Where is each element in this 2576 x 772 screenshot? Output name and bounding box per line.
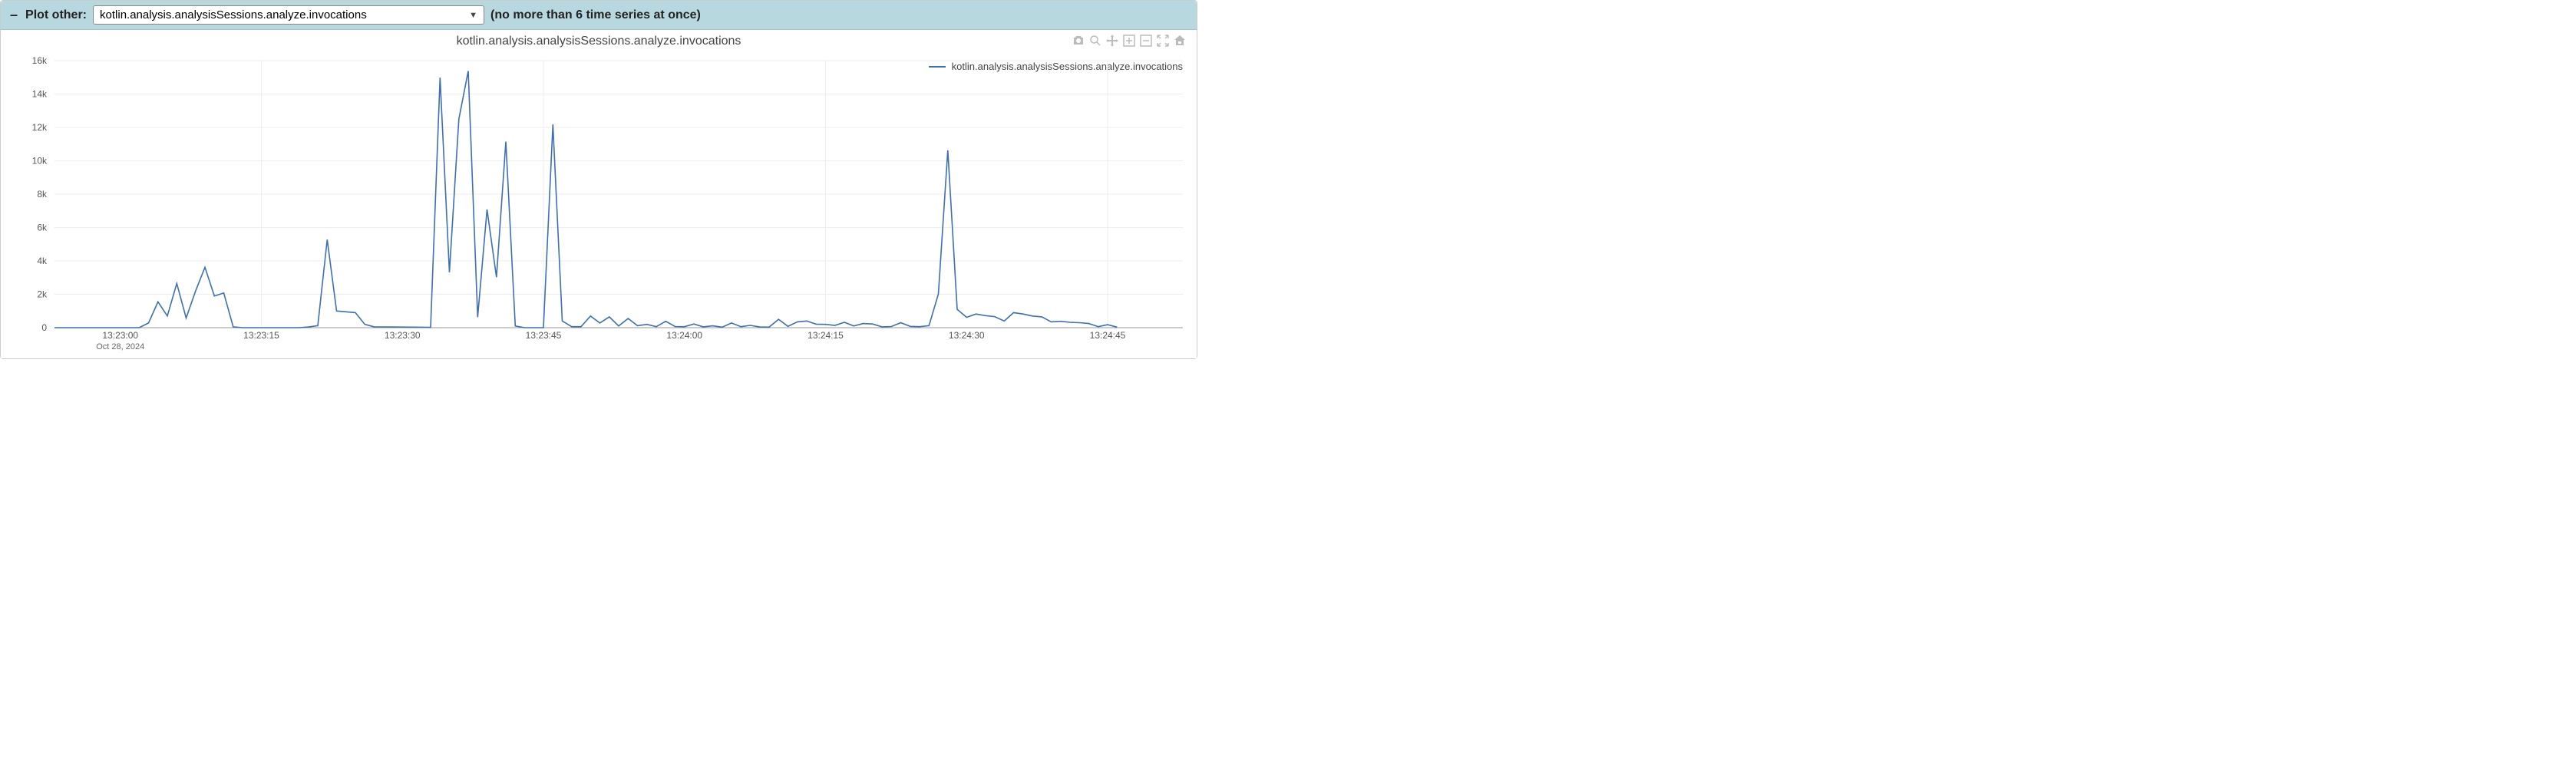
collapse-button[interactable]: – bbox=[8, 7, 19, 23]
svg-text:13:23:30: 13:23:30 bbox=[385, 330, 421, 341]
svg-text:13:24:45: 13:24:45 bbox=[1090, 330, 1126, 341]
zoom-icon[interactable] bbox=[1089, 35, 1101, 47]
svg-text:8k: 8k bbox=[37, 189, 48, 200]
svg-text:12k: 12k bbox=[32, 122, 48, 133]
svg-text:10k: 10k bbox=[32, 156, 48, 167]
metric-selected-text: kotlin.analysis.analysisSessions.analyze… bbox=[100, 8, 367, 21]
svg-text:2k: 2k bbox=[37, 289, 48, 300]
chevron-down-icon: ▼ bbox=[469, 11, 477, 20]
svg-text:Oct 28, 2024: Oct 28, 2024 bbox=[96, 342, 144, 351]
zoom-in-icon[interactable] bbox=[1123, 35, 1135, 47]
svg-text:13:23:00: 13:23:00 bbox=[102, 330, 138, 341]
svg-text:16k: 16k bbox=[32, 55, 48, 66]
plot-area[interactable]: 02k4k6k8k10k12k14k16k13:23:0013:23:1513:… bbox=[54, 56, 1183, 328]
chart-container: kotlin.analysis.analysisSessions.analyze… bbox=[1, 30, 1197, 358]
svg-text:13:23:45: 13:23:45 bbox=[526, 330, 562, 341]
svg-text:0: 0 bbox=[41, 322, 47, 333]
svg-text:14k: 14k bbox=[32, 89, 48, 100]
pan-icon[interactable] bbox=[1106, 35, 1118, 47]
svg-text:13:24:00: 13:24:00 bbox=[666, 330, 702, 341]
svg-text:13:24:30: 13:24:30 bbox=[949, 330, 985, 341]
svg-text:13:24:15: 13:24:15 bbox=[807, 330, 844, 341]
plot-other-label: Plot other: bbox=[25, 8, 87, 22]
svg-text:4k: 4k bbox=[37, 256, 48, 266]
autoscale-icon[interactable] bbox=[1157, 35, 1169, 47]
zoom-out-icon[interactable] bbox=[1140, 35, 1152, 47]
series-limit-hint: (no more than 6 time series at once) bbox=[490, 8, 701, 22]
svg-text:13:23:15: 13:23:15 bbox=[243, 330, 279, 341]
svg-text:6k: 6k bbox=[37, 223, 48, 233]
header-bar: – Plot other: kotlin.analysis.analysisSe… bbox=[1, 1, 1197, 30]
home-icon[interactable] bbox=[1174, 35, 1186, 47]
metric-dropdown[interactable]: kotlin.analysis.analysisSessions.analyze… bbox=[93, 5, 484, 25]
camera-icon[interactable] bbox=[1072, 35, 1085, 47]
chart-title: kotlin.analysis.analysisSessions.analyze… bbox=[1, 30, 1197, 48]
modebar bbox=[1072, 35, 1186, 47]
